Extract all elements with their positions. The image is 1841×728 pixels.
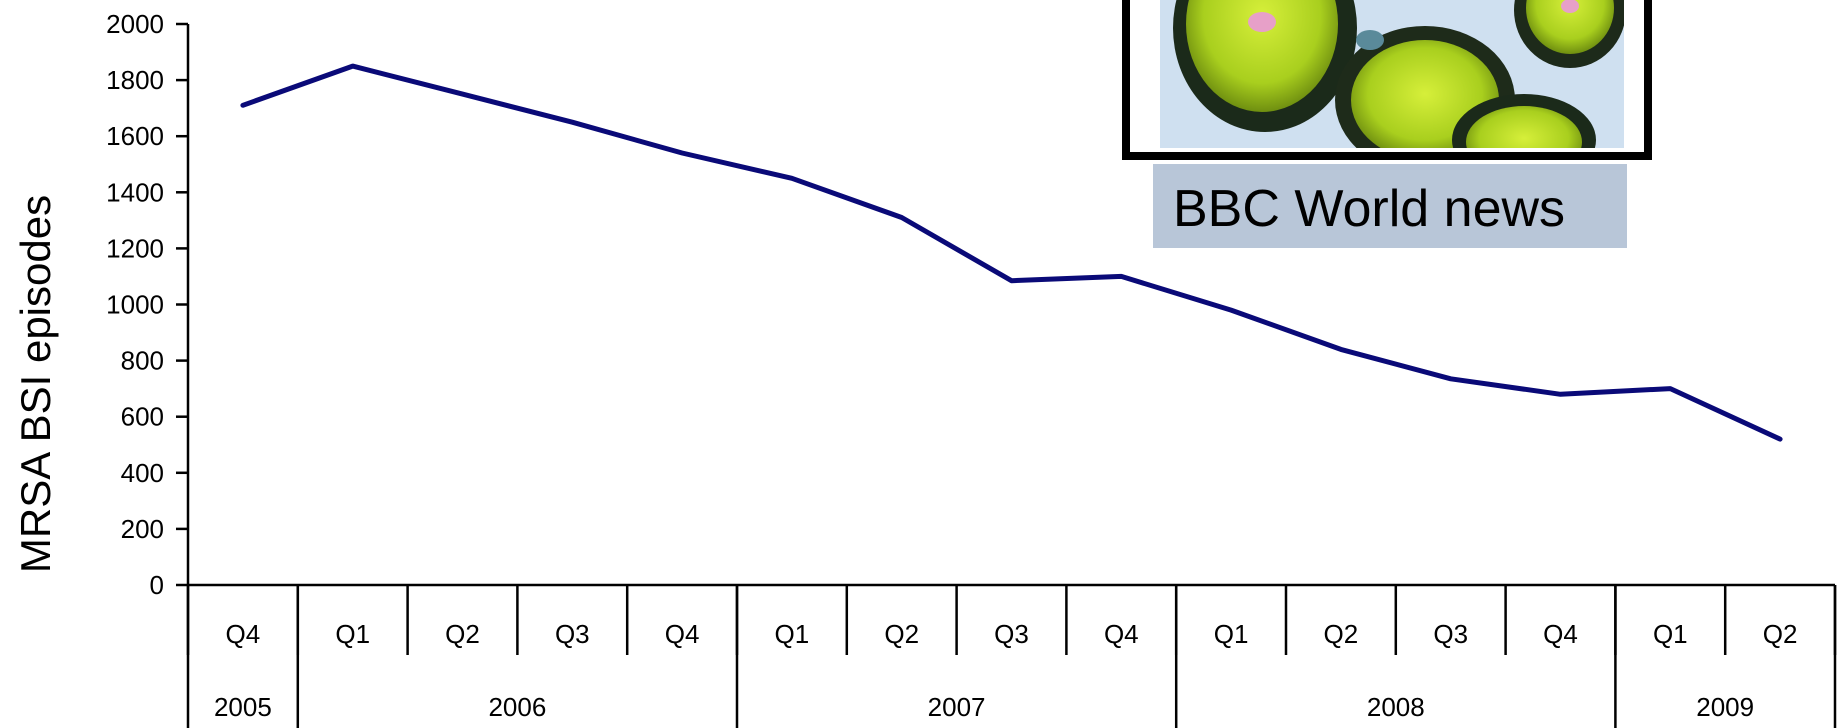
y-tick-label: 200 [121, 514, 164, 544]
x-tick-label: Q2 [1763, 619, 1798, 649]
x-axis: Q4 Q1 Q2 Q3 Q4 Q1 Q2 Q3 Q4 Q1 Q2 Q3 Q4 Q1 Q2 2005 2006 20… [186, 583, 1837, 728]
y-tick-label: 800 [121, 346, 164, 376]
x-tick-label: Q3 [555, 619, 590, 649]
inset-caption-box [1153, 164, 1627, 248]
y-tick-label: 400 [121, 458, 164, 488]
x-tick-label: Q4 [1543, 619, 1578, 649]
y-axis-label: MRSA BSI episodes [12, 195, 59, 573]
y-tick-label: 600 [121, 402, 164, 432]
inset-image-group: BBC World news [1122, 0, 1652, 248]
x-tick-label: Q1 [775, 619, 810, 649]
x-tick-label: Q2 [884, 619, 919, 649]
inset-caption: BBC World news [1173, 180, 1565, 238]
x-year-label: 2006 [488, 692, 546, 722]
x-tick-label: Q2 [1324, 619, 1359, 649]
series-group [240, 63, 1783, 442]
y-tick-label: 0 [150, 570, 164, 600]
x-year-label: 2005 [214, 692, 272, 722]
y-axis: 0 200 400 600 800 1000 1200 1400 1600 1800 2000 [106, 9, 190, 600]
x-tick-label: Q4 [1104, 619, 1139, 649]
y-tick-label: 2000 [106, 9, 164, 39]
x-year-label: 2007 [928, 692, 986, 722]
x-tick-label: Q4 [665, 619, 700, 649]
x-tick-label: Q1 [335, 619, 370, 649]
x-tick-label: Q2 [445, 619, 480, 649]
x-tick-label: Q3 [1433, 619, 1468, 649]
y-tick-label: 1000 [106, 290, 164, 320]
x-year-label: 2008 [1367, 692, 1425, 722]
x-tick-label: Q3 [994, 619, 1029, 649]
bacteria-micrograph-image [1160, 0, 1624, 148]
x-tick-label: Q4 [226, 619, 261, 649]
x-year-label: 2009 [1696, 692, 1754, 722]
y-tick-label: 1800 [106, 65, 164, 95]
x-tick-label: Q1 [1653, 619, 1688, 649]
y-tick-label: 1400 [106, 177, 164, 207]
y-tick-label: 1200 [106, 233, 164, 263]
x-tick-label: Q1 [1214, 619, 1249, 649]
inset-image-frame [1122, 0, 1652, 160]
y-tick-label: 1600 [106, 121, 164, 151]
y-axis-label-group: MRSA BSI episodes [12, 195, 59, 573]
